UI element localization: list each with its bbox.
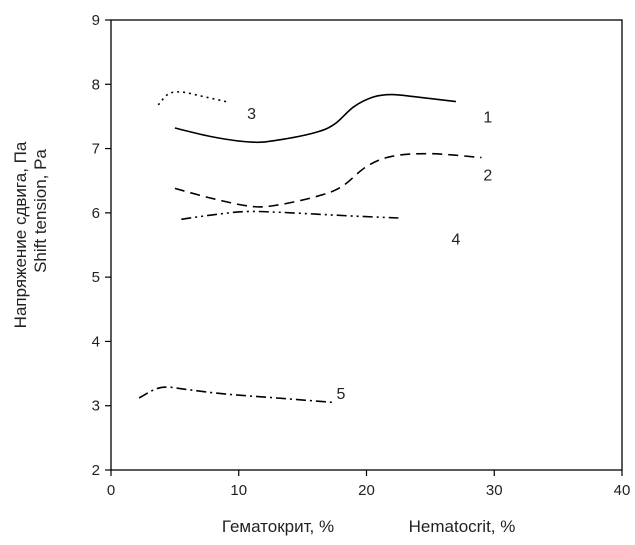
axis-ticks: 2 3 4 5 6 7 8 9 0 10 20 30 40 xyxy=(92,12,631,499)
y-tick-label: 7 xyxy=(92,141,100,158)
series-labels: 1 2 3 4 5 xyxy=(247,106,492,403)
plot-frame xyxy=(110,19,623,471)
series-line-1 xyxy=(174,93,456,144)
y-tick-label: 9 xyxy=(92,12,100,29)
series-label-4: 4 xyxy=(451,232,460,249)
x-tick-label: 0 xyxy=(107,482,115,499)
series-label-3: 3 xyxy=(247,106,256,123)
y-tick-label: 8 xyxy=(92,76,100,93)
series-line-4 xyxy=(181,210,399,221)
y-tick-label: 4 xyxy=(92,333,100,350)
y-axis-title-ru: Напряжение сдвига, Па xyxy=(11,141,30,328)
x-axis-title-en: Hematocrit, % xyxy=(409,517,516,536)
series-label-1: 1 xyxy=(483,109,492,126)
y-tick-label: 6 xyxy=(92,205,100,222)
series-lines xyxy=(138,91,482,404)
y-tick-label: 5 xyxy=(92,269,100,286)
y-tick-label: 2 xyxy=(92,462,100,479)
y-tick-label: 3 xyxy=(92,398,100,415)
series-label-5: 5 xyxy=(336,386,345,403)
series-line-5 xyxy=(138,386,335,404)
x-tick-label: 10 xyxy=(230,482,247,499)
x-axis-title-ru: Гематокрит, % xyxy=(222,517,334,536)
series-line-2 xyxy=(174,152,482,208)
y-axis-title-en: Shift tension, Pa xyxy=(31,149,50,273)
series-label-2: 2 xyxy=(483,167,492,184)
series-line-3 xyxy=(157,91,227,106)
x-tick-label: 40 xyxy=(614,482,631,499)
x-tick-label: 30 xyxy=(486,482,503,499)
x-tick-label: 20 xyxy=(358,482,375,499)
